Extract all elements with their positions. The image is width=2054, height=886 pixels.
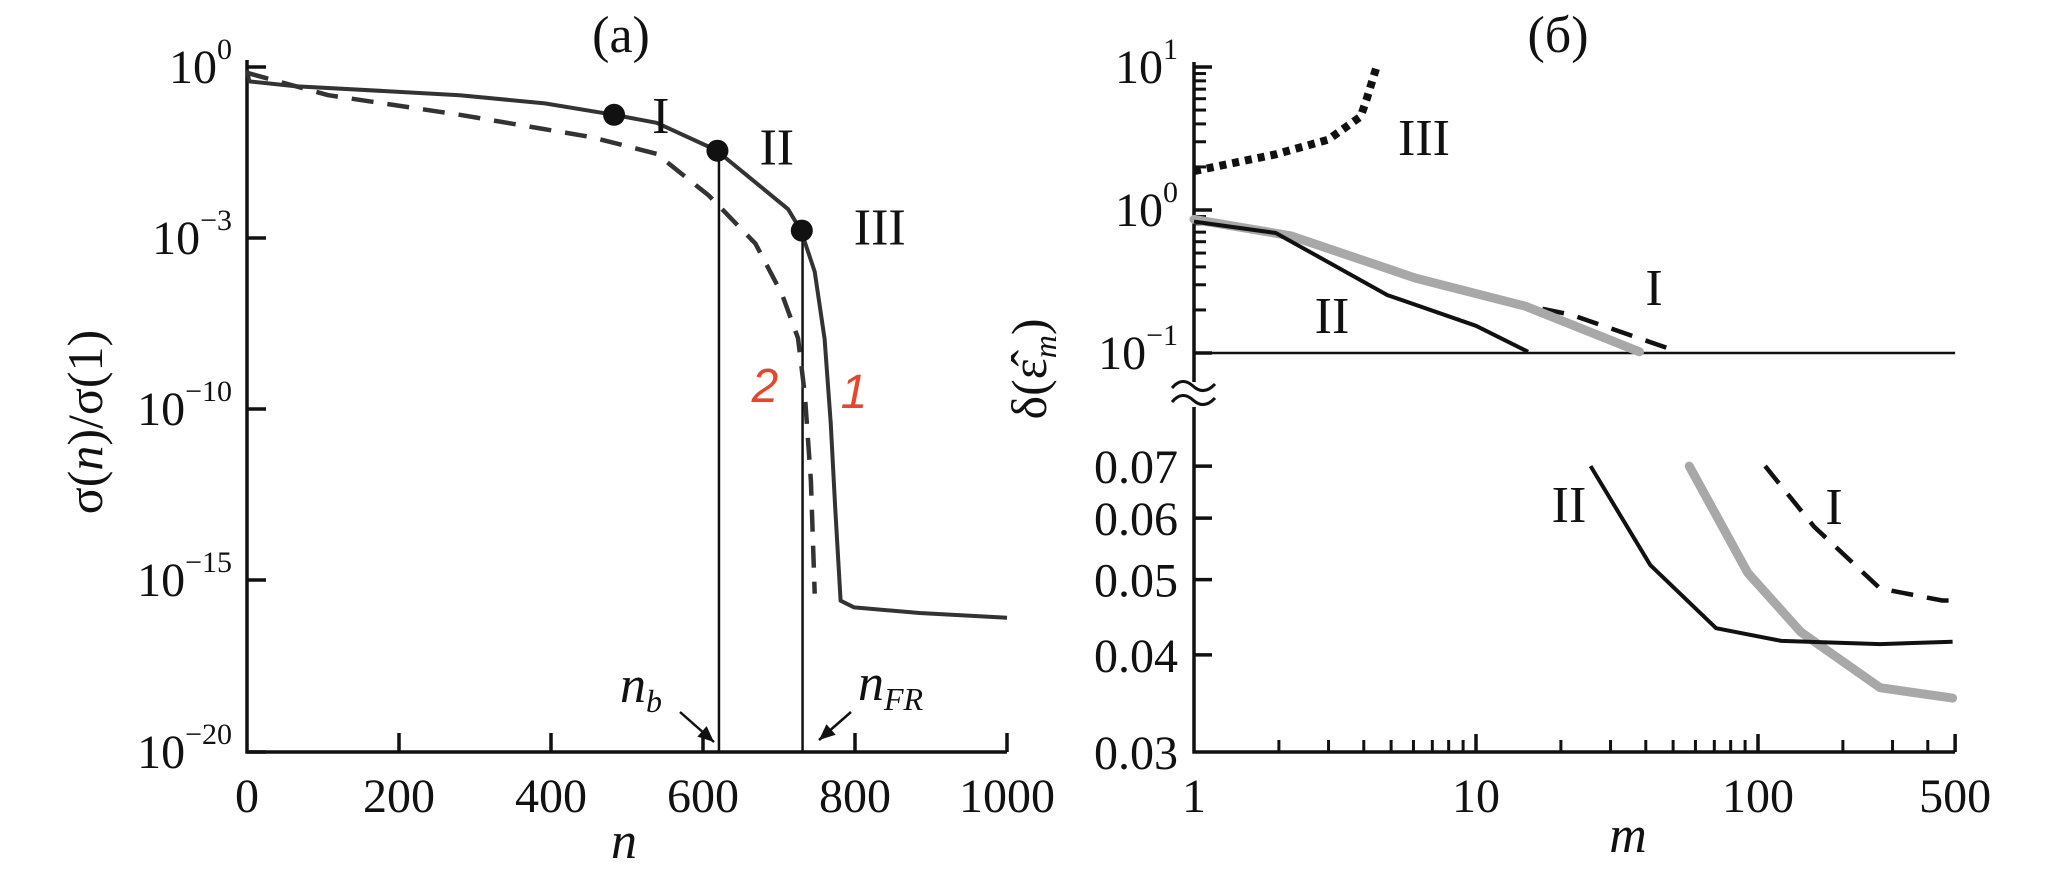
panel-a-marker-III xyxy=(790,219,813,242)
panel-a-series-label-1: 1 xyxy=(841,366,868,419)
tick-exponent: −10 xyxy=(185,375,232,408)
tick-exponent: 0 xyxy=(217,33,232,66)
panel-a-y-tick-label: 10−20 xyxy=(137,718,232,779)
label-sub: FR xyxy=(883,681,924,717)
panel-b-x-tick-label: 10 xyxy=(1452,770,1500,823)
ylabel-part: n xyxy=(57,446,113,471)
panel-b-label-II-upper: II xyxy=(1315,288,1350,345)
panel-a-x-tick-label: 600 xyxy=(667,770,739,823)
n-fr-arrow-head xyxy=(819,724,836,740)
panel-a-y-tick-label: 10−3 xyxy=(152,204,232,265)
tick-exponent: −15 xyxy=(185,546,232,579)
panel-a-x-tick-label: 800 xyxy=(819,770,891,823)
panel-b-title: (б) xyxy=(1527,7,1588,64)
panel-b-label-III: III xyxy=(1398,110,1450,167)
tick-mantissa: 10 xyxy=(1098,327,1146,380)
panel-b-y-tick-label: 0.05 xyxy=(1094,555,1178,608)
panel-b-y-tick-label: 0.03 xyxy=(1094,727,1178,780)
tick-exponent: 1 xyxy=(1163,33,1178,66)
ylabel-part: ) xyxy=(1001,319,1057,336)
panel-b-y-label: δ(ε̂m) xyxy=(1001,319,1063,420)
panel-b-x-label: m xyxy=(1609,807,1647,864)
panel-a-marker-II xyxy=(706,139,729,162)
panel-a-x-tick-label: 1000 xyxy=(959,770,1055,823)
n-fr-label: nFR xyxy=(858,655,924,717)
ylabel-sub: m xyxy=(1027,335,1063,358)
panel-b-label-I-upper: I xyxy=(1645,260,1662,317)
panel-b-series-III-segment-0 xyxy=(1193,62,1382,176)
ylabel-part: σ( xyxy=(57,471,113,515)
tick-exponent: −20 xyxy=(185,718,232,751)
panel-a-marker-I xyxy=(603,103,626,126)
tick-mantissa: 10 xyxy=(137,383,185,436)
tick-exponent: −3 xyxy=(200,204,232,237)
panel-a-x-tick-label: 0 xyxy=(235,770,259,823)
panel-b-y-tick-label: 0.06 xyxy=(1094,493,1178,546)
label-sub: b xyxy=(646,683,662,719)
tick-mantissa: 10 xyxy=(137,726,185,779)
panel-b-series-I-segment-1 xyxy=(1763,464,1953,603)
panel-b-label-II-lower: II xyxy=(1552,477,1587,534)
panel-b-series-II-segment-1 xyxy=(1588,465,1953,647)
panel-a-series-2 xyxy=(246,70,817,594)
panel-a-x-tick-label: 200 xyxy=(363,770,435,823)
label-main: n xyxy=(620,657,646,714)
panel-b-x-tick-label: 1 xyxy=(1182,770,1206,823)
ylabel-part: )/σ(1) xyxy=(57,330,113,446)
tick-mantissa: 10 xyxy=(169,41,217,94)
panel-a-title: (a) xyxy=(592,7,650,64)
tick-mantissa: 10 xyxy=(137,554,185,607)
tick-exponent: 0 xyxy=(1163,176,1178,209)
panel-b-y-tick-label: 0.04 xyxy=(1094,630,1178,683)
panel-a-marker-label: I xyxy=(652,88,669,145)
panel-b-x-tick-label: 100 xyxy=(1722,770,1794,823)
n-b-label: nb xyxy=(620,657,662,719)
tick-mantissa: 10 xyxy=(152,212,200,265)
tick-exponent: −1 xyxy=(1146,319,1178,352)
panel-b-series-II-segment-0 xyxy=(1193,219,1529,354)
axis-break-icon xyxy=(1170,380,1217,406)
tick-mantissa: 10 xyxy=(1115,41,1163,94)
panel-b-x-tick-label: 500 xyxy=(1919,770,1991,823)
panel-a-series-1 xyxy=(245,69,1008,620)
panel-b-series-gray-segment-1 xyxy=(1684,461,1958,703)
ylabel-part: δ(ε̂ xyxy=(1001,350,1057,419)
panel-a-y-label: σ(n)/σ(1) xyxy=(57,330,113,514)
n-b-arrow-head xyxy=(697,726,714,742)
panel-b-y-tick-label: 10−1 xyxy=(1098,319,1178,380)
panel-b-series-I-segment-0 xyxy=(1193,219,1674,353)
panel-b-y-tick-label: 101 xyxy=(1115,33,1178,94)
panel-b-y-tick-label: 100 xyxy=(1115,176,1178,237)
tick-mantissa: 10 xyxy=(1115,184,1163,237)
panel-a-marker-label: II xyxy=(759,120,794,177)
panel-a-y-tick-label: 100 xyxy=(169,33,232,94)
panel-a-series-label-2: 2 xyxy=(751,360,779,413)
panel-b-label-I-lower: I xyxy=(1825,479,1842,536)
panel-b-y-tick-label: 0.07 xyxy=(1094,441,1178,494)
panel-a-marker-label: III xyxy=(854,200,906,257)
panel-b-series-gray-segment-0 xyxy=(1189,214,1644,357)
panel-a-x-tick-label: 400 xyxy=(515,770,587,823)
panel-a-y-tick-label: 10−10 xyxy=(137,375,232,436)
panel-a-y-tick-label: 10−15 xyxy=(137,546,232,607)
label-main: n xyxy=(858,655,884,712)
panel-a-x-label: n xyxy=(611,813,637,870)
